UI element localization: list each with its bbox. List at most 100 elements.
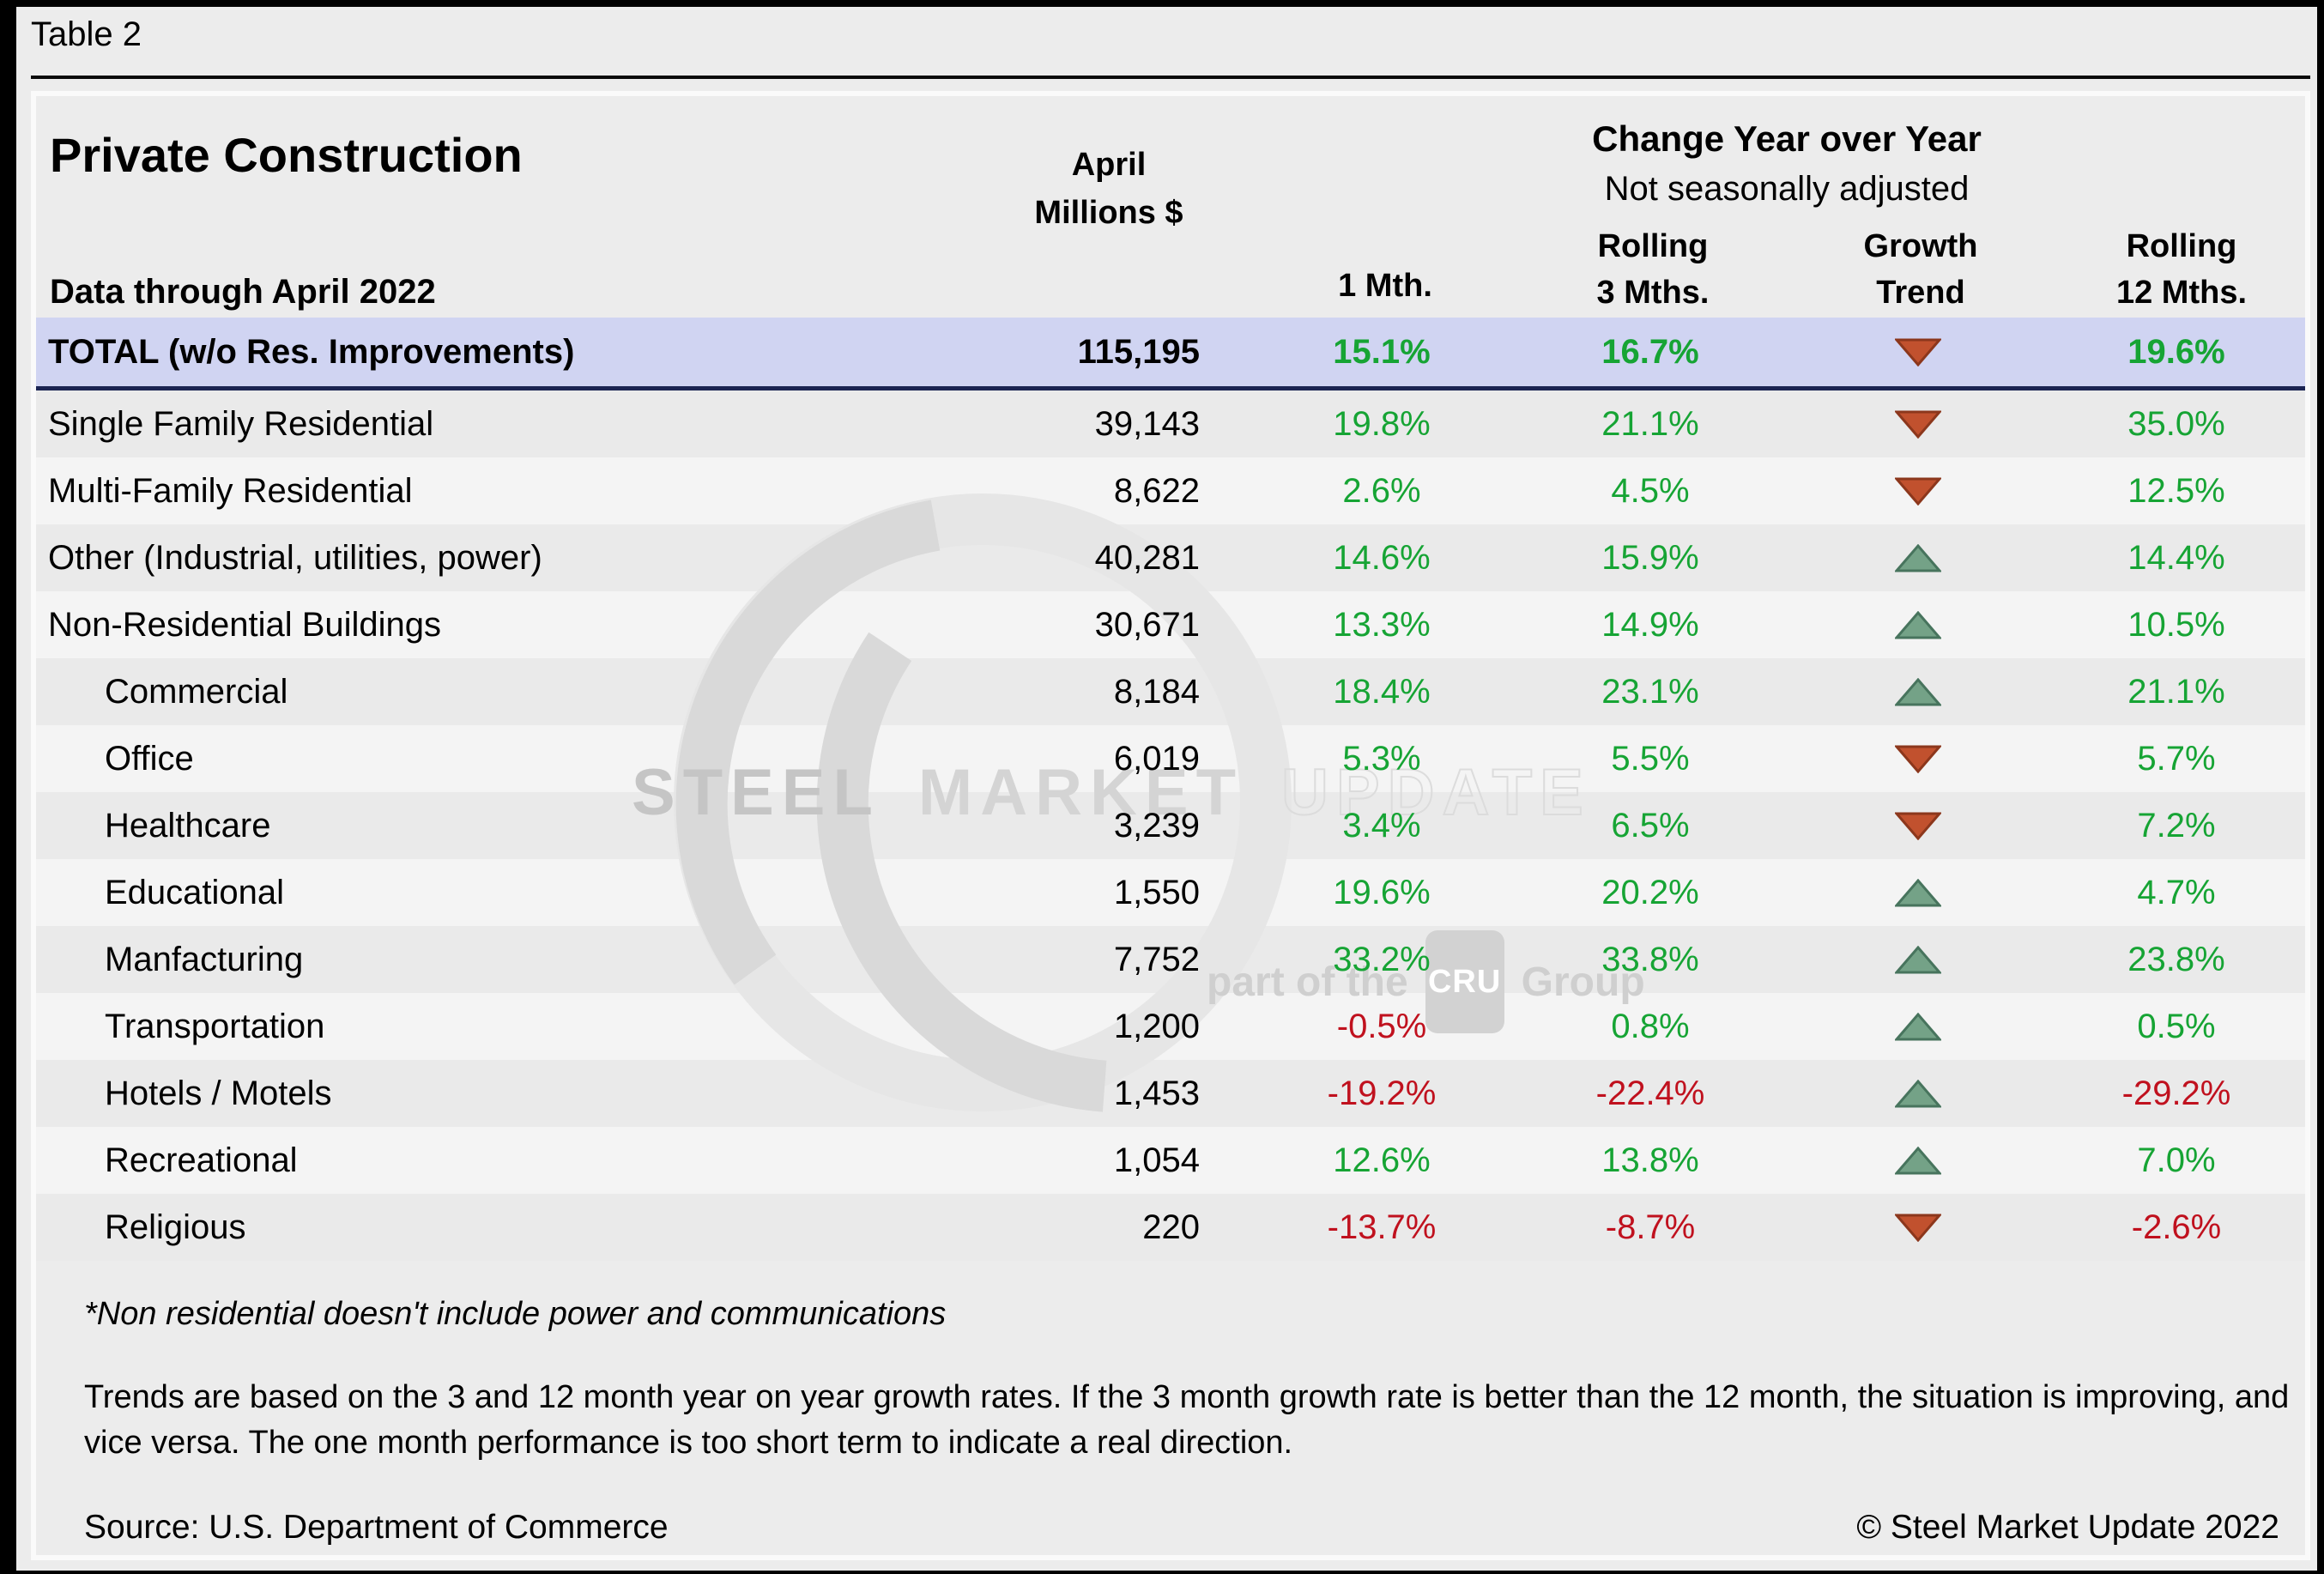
rolling-3-months-value: 16.7% [1601, 332, 1699, 371]
rolling-3-months-value: 5.5% [1611, 739, 1690, 778]
column-header-growth-trend: Growth Trend [1864, 223, 1978, 316]
april-millions-value: 1,200 [1113, 1007, 1200, 1045]
rolling-3-months-value: 23.1% [1601, 672, 1699, 711]
column-header-trend-line1: Growth [1863, 228, 1978, 264]
one-month-change-value: -19.2% [1327, 1074, 1437, 1112]
rolling-3-months-value: 4.5% [1611, 471, 1690, 510]
growth-trend-cell [1768, 543, 2034, 572]
copyright-notice: © Steel Market Update 2022 [1856, 1509, 2279, 1546]
april-millions-value: 115,195 [1077, 332, 1200, 371]
april-millions-value: 39,143 [1094, 404, 1200, 443]
one-month-change-value: 3.4% [1342, 806, 1421, 845]
rolling-12-months-value: 4.7% [2137, 873, 2216, 911]
trend-up-arrow-icon [1893, 1012, 1943, 1040]
rolling-3-months-value: 14.9% [1601, 605, 1699, 644]
table-row: Multi-Family Residential 8,622 2.6% 4.5%… [36, 457, 2305, 524]
column-header-trend-line2: Trend [1876, 275, 1965, 311]
rolling-3-months-value: 15.9% [1601, 538, 1699, 577]
table-row: Hotels / Motels 1,453 -19.2% -22.4% -29.… [36, 1060, 2305, 1127]
table-row: Healthcare 3,239 3.4% 6.5% 7.2% [36, 792, 2305, 859]
one-month-change-value: 5.3% [1342, 739, 1421, 778]
row-label: Multi-Family Residential [48, 471, 413, 510]
trend-down-arrow-icon [1893, 745, 1943, 773]
rolling-3-months-value: 33.8% [1601, 940, 1699, 978]
one-month-change-value: 14.6% [1333, 538, 1431, 577]
top-divider [31, 76, 2310, 79]
table-row-total: TOTAL (w/o Res. Improvements) 115,195 15… [36, 318, 2305, 390]
growth-trend-cell [1768, 610, 2034, 639]
growth-trend-cell [1768, 338, 2034, 366]
trend-up-arrow-icon [1893, 945, 1943, 973]
column-header-rolling3-line2: 3 Mths. [1596, 275, 1710, 311]
rolling-12-months-value: 5.7% [2137, 739, 2216, 778]
one-month-change-value: -0.5% [1336, 1007, 1427, 1045]
one-month-change-value: 18.4% [1333, 672, 1431, 711]
april-millions-value: 40,281 [1094, 538, 1200, 577]
april-millions-value: 1,453 [1113, 1074, 1200, 1112]
trend-down-arrow-icon [1893, 477, 1943, 505]
april-millions-value: 7,752 [1113, 940, 1200, 978]
column-header-rolling12-line1: Rolling [2126, 228, 2237, 264]
rolling-12-months-value: 7.0% [2137, 1141, 2216, 1179]
april-millions-value: 8,622 [1113, 471, 1200, 510]
one-month-change-value: 33.2% [1333, 940, 1431, 978]
trend-down-arrow-icon [1893, 812, 1943, 840]
column-header-april-millions: April Millions $ [1034, 141, 1183, 237]
table-row: Manfacturing 7,752 33.2% 33.8% 23.8% [36, 926, 2305, 993]
rolling-12-months-value: 14.4% [2127, 538, 2225, 577]
row-label: Office [105, 739, 194, 778]
rolling-12-months-value: 21.1% [2127, 672, 2225, 711]
table-row: Non-Residential Buildings 30,671 13.3% 1… [36, 591, 2305, 658]
april-millions-value: 3,239 [1113, 806, 1200, 845]
april-millions-value: 1,054 [1113, 1141, 1200, 1179]
rolling-12-months-value: 19.6% [2127, 332, 2225, 371]
row-label: Educational [105, 873, 285, 911]
one-month-change-value: -13.7% [1327, 1208, 1437, 1246]
rolling-12-months-value: -2.6% [2131, 1208, 2222, 1246]
trend-down-arrow-icon [1893, 1214, 1943, 1242]
rolling-3-months-value: 0.8% [1611, 1007, 1690, 1045]
row-label: Other (Industrial, utilities, power) [48, 538, 542, 577]
growth-trend-cell [1768, 477, 2034, 505]
group-header-change-yoy: Change Year over Year [1592, 118, 1982, 159]
row-label: Recreational [105, 1141, 298, 1179]
table-row: Religious 220 -13.7% -8.7% -2.6% [36, 1194, 2305, 1261]
growth-trend-cell [1768, 1079, 2034, 1108]
rolling-12-months-value: -29.2% [2121, 1074, 2231, 1112]
growth-trend-cell [1768, 410, 2034, 439]
row-label: Manfacturing [105, 940, 304, 978]
trend-up-arrow-icon [1893, 677, 1943, 705]
april-millions-value: 6,019 [1113, 739, 1200, 778]
rolling-3-months-value: -8.7% [1605, 1208, 1696, 1246]
growth-trend-cell [1768, 677, 2034, 706]
row-label: Single Family Residential [48, 404, 434, 443]
rolling-3-months-value: -22.4% [1595, 1074, 1705, 1112]
column-header-1mth: 1 Mth. [1338, 268, 1432, 304]
growth-trend-cell [1768, 1012, 2034, 1041]
column-header-rolling-3mths: Rolling 3 Mths. [1597, 223, 1710, 316]
row-label: Hotels / Motels [105, 1074, 332, 1112]
growth-trend-cell [1768, 745, 2034, 773]
rolling-12-months-value: 23.8% [2127, 940, 2225, 978]
row-label: Transportation [105, 1007, 325, 1045]
table-row: Other (Industrial, utilities, power) 40,… [36, 524, 2305, 591]
one-month-change-value: 2.6% [1342, 471, 1421, 510]
rolling-12-months-value: 35.0% [2127, 404, 2225, 443]
growth-trend-cell [1768, 1214, 2034, 1242]
growth-trend-cell [1768, 1146, 2034, 1175]
growth-trend-cell [1768, 878, 2034, 907]
data-table: TOTAL (w/o Res. Improvements) 115,195 15… [36, 318, 2305, 1261]
one-month-change-value: 19.8% [1333, 404, 1431, 443]
trend-methodology-note: Trends are based on the 3 and 12 month y… [84, 1379, 2290, 1461]
private-construction-panel: STEEL MARKET UPDATE part of the CRU Grou… [31, 91, 2310, 1560]
trend-up-arrow-icon [1893, 878, 1943, 906]
april-millions-value: 8,184 [1113, 672, 1200, 711]
table-row: Educational 1,550 19.6% 20.2% 4.7% [36, 859, 2305, 926]
column-header-rolling12-line2: 12 Mths. [2115, 275, 2248, 311]
growth-trend-cell [1768, 812, 2034, 840]
column-header-april: April [1071, 147, 1147, 183]
table-row: Transportation 1,200 -0.5% 0.8% 0.5% [36, 993, 2305, 1060]
one-month-change-value: 15.1% [1333, 332, 1431, 371]
trend-down-arrow-icon [1893, 410, 1943, 439]
trend-up-arrow-icon [1893, 543, 1943, 572]
